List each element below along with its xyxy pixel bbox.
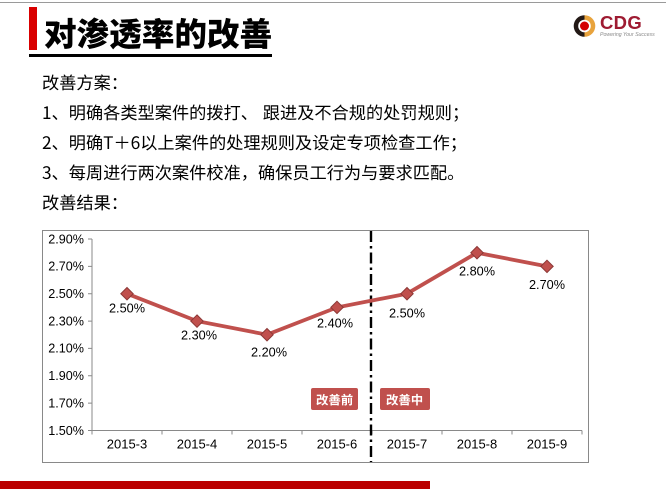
svg-text:1.50%: 1.50% (48, 424, 84, 438)
svg-text:2015-4: 2015-4 (177, 436, 217, 451)
svg-text:2015-7: 2015-7 (387, 436, 427, 451)
svg-text:2.10%: 2.10% (48, 342, 84, 356)
svg-text:2015-9: 2015-9 (527, 436, 567, 451)
svg-text:2015-6: 2015-6 (317, 436, 357, 451)
svg-text:2.80%: 2.80% (459, 264, 495, 278)
svg-text:2.40%: 2.40% (317, 316, 353, 330)
svg-text:1.70%: 1.70% (48, 396, 84, 410)
svg-text:1.90%: 1.90% (48, 369, 84, 383)
svg-text:2.30%: 2.30% (181, 328, 217, 342)
svg-text:Powering Your Success: Powering Your Success (600, 32, 655, 38)
svg-text:2015-3: 2015-3 (107, 436, 147, 451)
svg-text:2.30%: 2.30% (48, 314, 84, 328)
svg-text:2.70%: 2.70% (529, 278, 565, 292)
svg-text:2.50%: 2.50% (389, 306, 425, 320)
svg-text:2.50%: 2.50% (48, 287, 84, 301)
svg-text:2.90%: 2.90% (48, 232, 84, 246)
svg-text:2015-5: 2015-5 (247, 436, 287, 451)
svg-text:CDG: CDG (600, 12, 642, 33)
svg-text:2.50%: 2.50% (109, 301, 145, 315)
svg-text:2.20%: 2.20% (251, 345, 287, 359)
svg-text:2015-8: 2015-8 (457, 436, 497, 451)
svg-text:2.70%: 2.70% (48, 260, 84, 274)
